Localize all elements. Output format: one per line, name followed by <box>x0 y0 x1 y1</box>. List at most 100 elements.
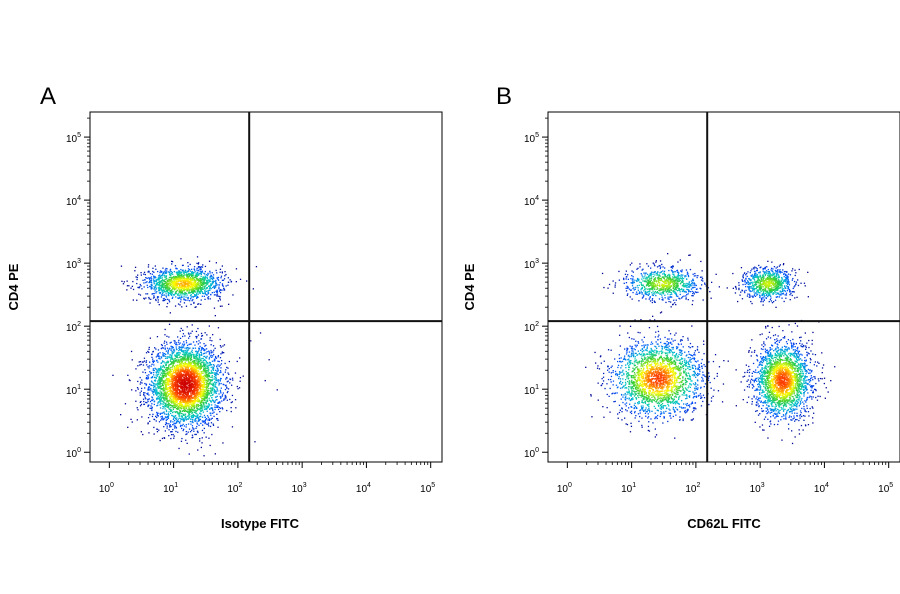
event-point <box>190 278 192 280</box>
event-point <box>166 425 168 427</box>
event-point <box>219 268 222 270</box>
event-point <box>203 392 205 394</box>
event-point <box>164 368 167 371</box>
event-point <box>162 407 164 410</box>
event-point <box>180 407 182 409</box>
event-point <box>168 377 170 380</box>
event-point <box>195 306 197 308</box>
event-point <box>153 383 155 385</box>
event-point <box>174 282 176 284</box>
event-point <box>180 290 183 292</box>
event-point <box>192 428 194 430</box>
event-point <box>212 378 214 380</box>
event-point <box>165 290 167 292</box>
event-point <box>176 359 178 361</box>
event-point <box>171 400 173 403</box>
event-point <box>170 279 173 282</box>
event-point <box>162 384 164 387</box>
event-point <box>189 418 192 420</box>
event-point <box>185 397 187 400</box>
event-point <box>203 395 205 397</box>
event-point <box>191 400 193 402</box>
event-point <box>170 381 173 383</box>
event-point <box>177 352 179 354</box>
event-point <box>175 426 177 429</box>
event-point <box>168 282 170 284</box>
event-point <box>194 359 196 362</box>
event-point <box>159 407 162 409</box>
event-point <box>173 417 175 419</box>
event-point <box>195 400 198 402</box>
event-point <box>167 404 169 406</box>
event-point <box>214 401 216 404</box>
event-point <box>157 385 159 387</box>
event-point <box>199 379 201 381</box>
event-point <box>196 352 198 354</box>
event-point <box>179 283 181 285</box>
event-point <box>180 349 182 351</box>
event-point <box>183 393 185 395</box>
event-point <box>151 372 153 374</box>
event-point <box>215 373 217 375</box>
event-point <box>216 291 219 293</box>
event-point <box>188 417 190 419</box>
event-point <box>165 422 167 424</box>
event-point <box>157 412 159 414</box>
event-point <box>196 409 199 411</box>
event-point <box>196 358 198 360</box>
event-point <box>189 420 192 423</box>
event-point <box>200 347 203 349</box>
event-point <box>173 276 175 278</box>
event-point <box>212 334 214 336</box>
event-point <box>177 276 180 278</box>
event-point <box>167 291 169 294</box>
event-point <box>206 397 208 400</box>
event-point <box>200 358 202 360</box>
event-point <box>153 279 155 281</box>
event-point <box>187 270 190 272</box>
event-point <box>203 382 205 384</box>
event-point <box>181 264 184 267</box>
event-point <box>157 401 160 403</box>
event-point <box>201 287 204 289</box>
event-point <box>148 296 150 299</box>
event-point <box>178 287 180 290</box>
event-point <box>186 369 188 371</box>
event-point <box>207 422 210 424</box>
event-point <box>222 373 224 375</box>
event-point <box>197 296 199 298</box>
event-point <box>155 277 157 279</box>
event-point <box>165 386 168 388</box>
event-point <box>190 366 192 369</box>
event-point <box>142 279 144 281</box>
event-point <box>197 404 200 406</box>
event-point <box>185 374 187 377</box>
event-point <box>143 360 146 362</box>
event-point <box>196 392 198 395</box>
event-point <box>158 382 161 384</box>
event-point <box>199 368 201 371</box>
event-point <box>194 361 196 363</box>
event-point <box>183 343 186 345</box>
event-point <box>187 358 189 360</box>
event-point <box>177 411 179 413</box>
event-point <box>195 410 197 412</box>
event-point <box>188 428 191 430</box>
event-point <box>182 275 184 278</box>
event-point <box>164 284 166 286</box>
event-point <box>200 273 202 276</box>
event-point <box>159 383 162 385</box>
event-point <box>223 399 225 401</box>
event-point <box>200 407 202 410</box>
event-point <box>183 288 186 291</box>
event-point <box>159 271 161 274</box>
event-point <box>163 279 166 281</box>
event-point <box>192 371 194 373</box>
event-point <box>220 363 223 365</box>
event-point <box>156 411 158 414</box>
event-point <box>160 391 163 393</box>
event-point <box>215 376 217 378</box>
event-point <box>194 365 196 367</box>
event-point <box>196 354 198 357</box>
event-point <box>173 389 176 392</box>
